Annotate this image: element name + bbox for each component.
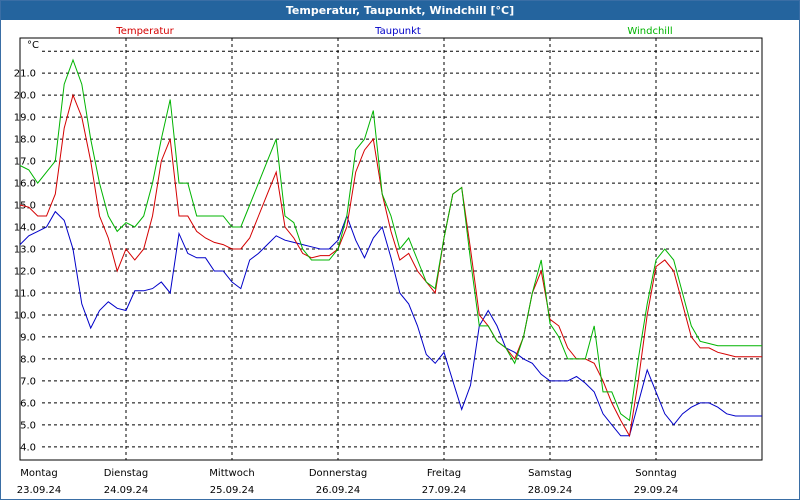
y-tick-label: 5.0 — [20, 420, 36, 431]
chart-title: Temperatur, Taupunkt, Windchill [°C] — [1, 1, 799, 20]
day-label: Montag — [20, 468, 57, 479]
date-label: 28.09.24 — [528, 485, 573, 496]
day-labels: Montag 23.09.24 Dienstag 24.09.24 Mittwoch 25… — [17, 468, 679, 496]
date-label: 27.09.24 — [422, 485, 467, 496]
y-tick-label: 13.0 — [14, 245, 36, 256]
y-tick-label: 21.0 — [14, 69, 36, 80]
y-tick-label: 7.0 — [20, 376, 36, 387]
plot-area-border — [19, 37, 763, 461]
day-label: Samstag — [528, 468, 572, 479]
grid — [42, 38, 762, 460]
y-tick-label: 10.0 — [14, 310, 36, 321]
y-tick-labels: 4.05.06.07.08.09.010.011.012.013.014.015… — [14, 69, 36, 454]
y-tick-label: 16.0 — [14, 179, 36, 190]
series-line-taupunkt — [19, 210, 762, 437]
y-tick-label: 4.0 — [20, 442, 36, 453]
legend-entry: Windchill — [627, 26, 672, 37]
y-tick-label: 20.0 — [14, 91, 36, 102]
y-tick-label: 14.0 — [14, 223, 36, 234]
series-line-temperatur — [19, 93, 762, 438]
series-line-windchill — [19, 58, 762, 422]
date-label: 23.09.24 — [17, 485, 62, 496]
y-tick-label: 6.0 — [20, 398, 36, 409]
legend: Temperatur Taupunkt Windchill — [115, 26, 672, 37]
date-label: 25.09.24 — [210, 485, 255, 496]
day-label: Sonntag — [635, 468, 677, 479]
legend-entry: Taupunkt — [374, 26, 421, 37]
day-label: Mittwoch — [209, 468, 254, 479]
date-label: 24.09.24 — [104, 485, 149, 496]
y-tick-label: 12.0 — [14, 266, 36, 277]
day-label: Donnerstag — [309, 468, 367, 479]
date-label: 29.09.24 — [634, 485, 679, 496]
day-label: Dienstag — [104, 468, 149, 479]
y-axis-unit: °C — [27, 40, 39, 51]
day-label: Freitag — [427, 468, 461, 479]
y-tick-label: 18.0 — [14, 135, 36, 146]
y-tick-label: 9.0 — [20, 332, 36, 343]
legend-entry: Temperatur — [115, 26, 174, 37]
y-tick-label: 19.0 — [14, 113, 36, 124]
y-tick-label: 8.0 — [20, 354, 36, 365]
y-tick-label: 11.0 — [14, 288, 36, 299]
date-label: 26.09.24 — [316, 485, 361, 496]
y-tick-label: 17.0 — [14, 157, 36, 168]
series-lines — [19, 58, 762, 438]
